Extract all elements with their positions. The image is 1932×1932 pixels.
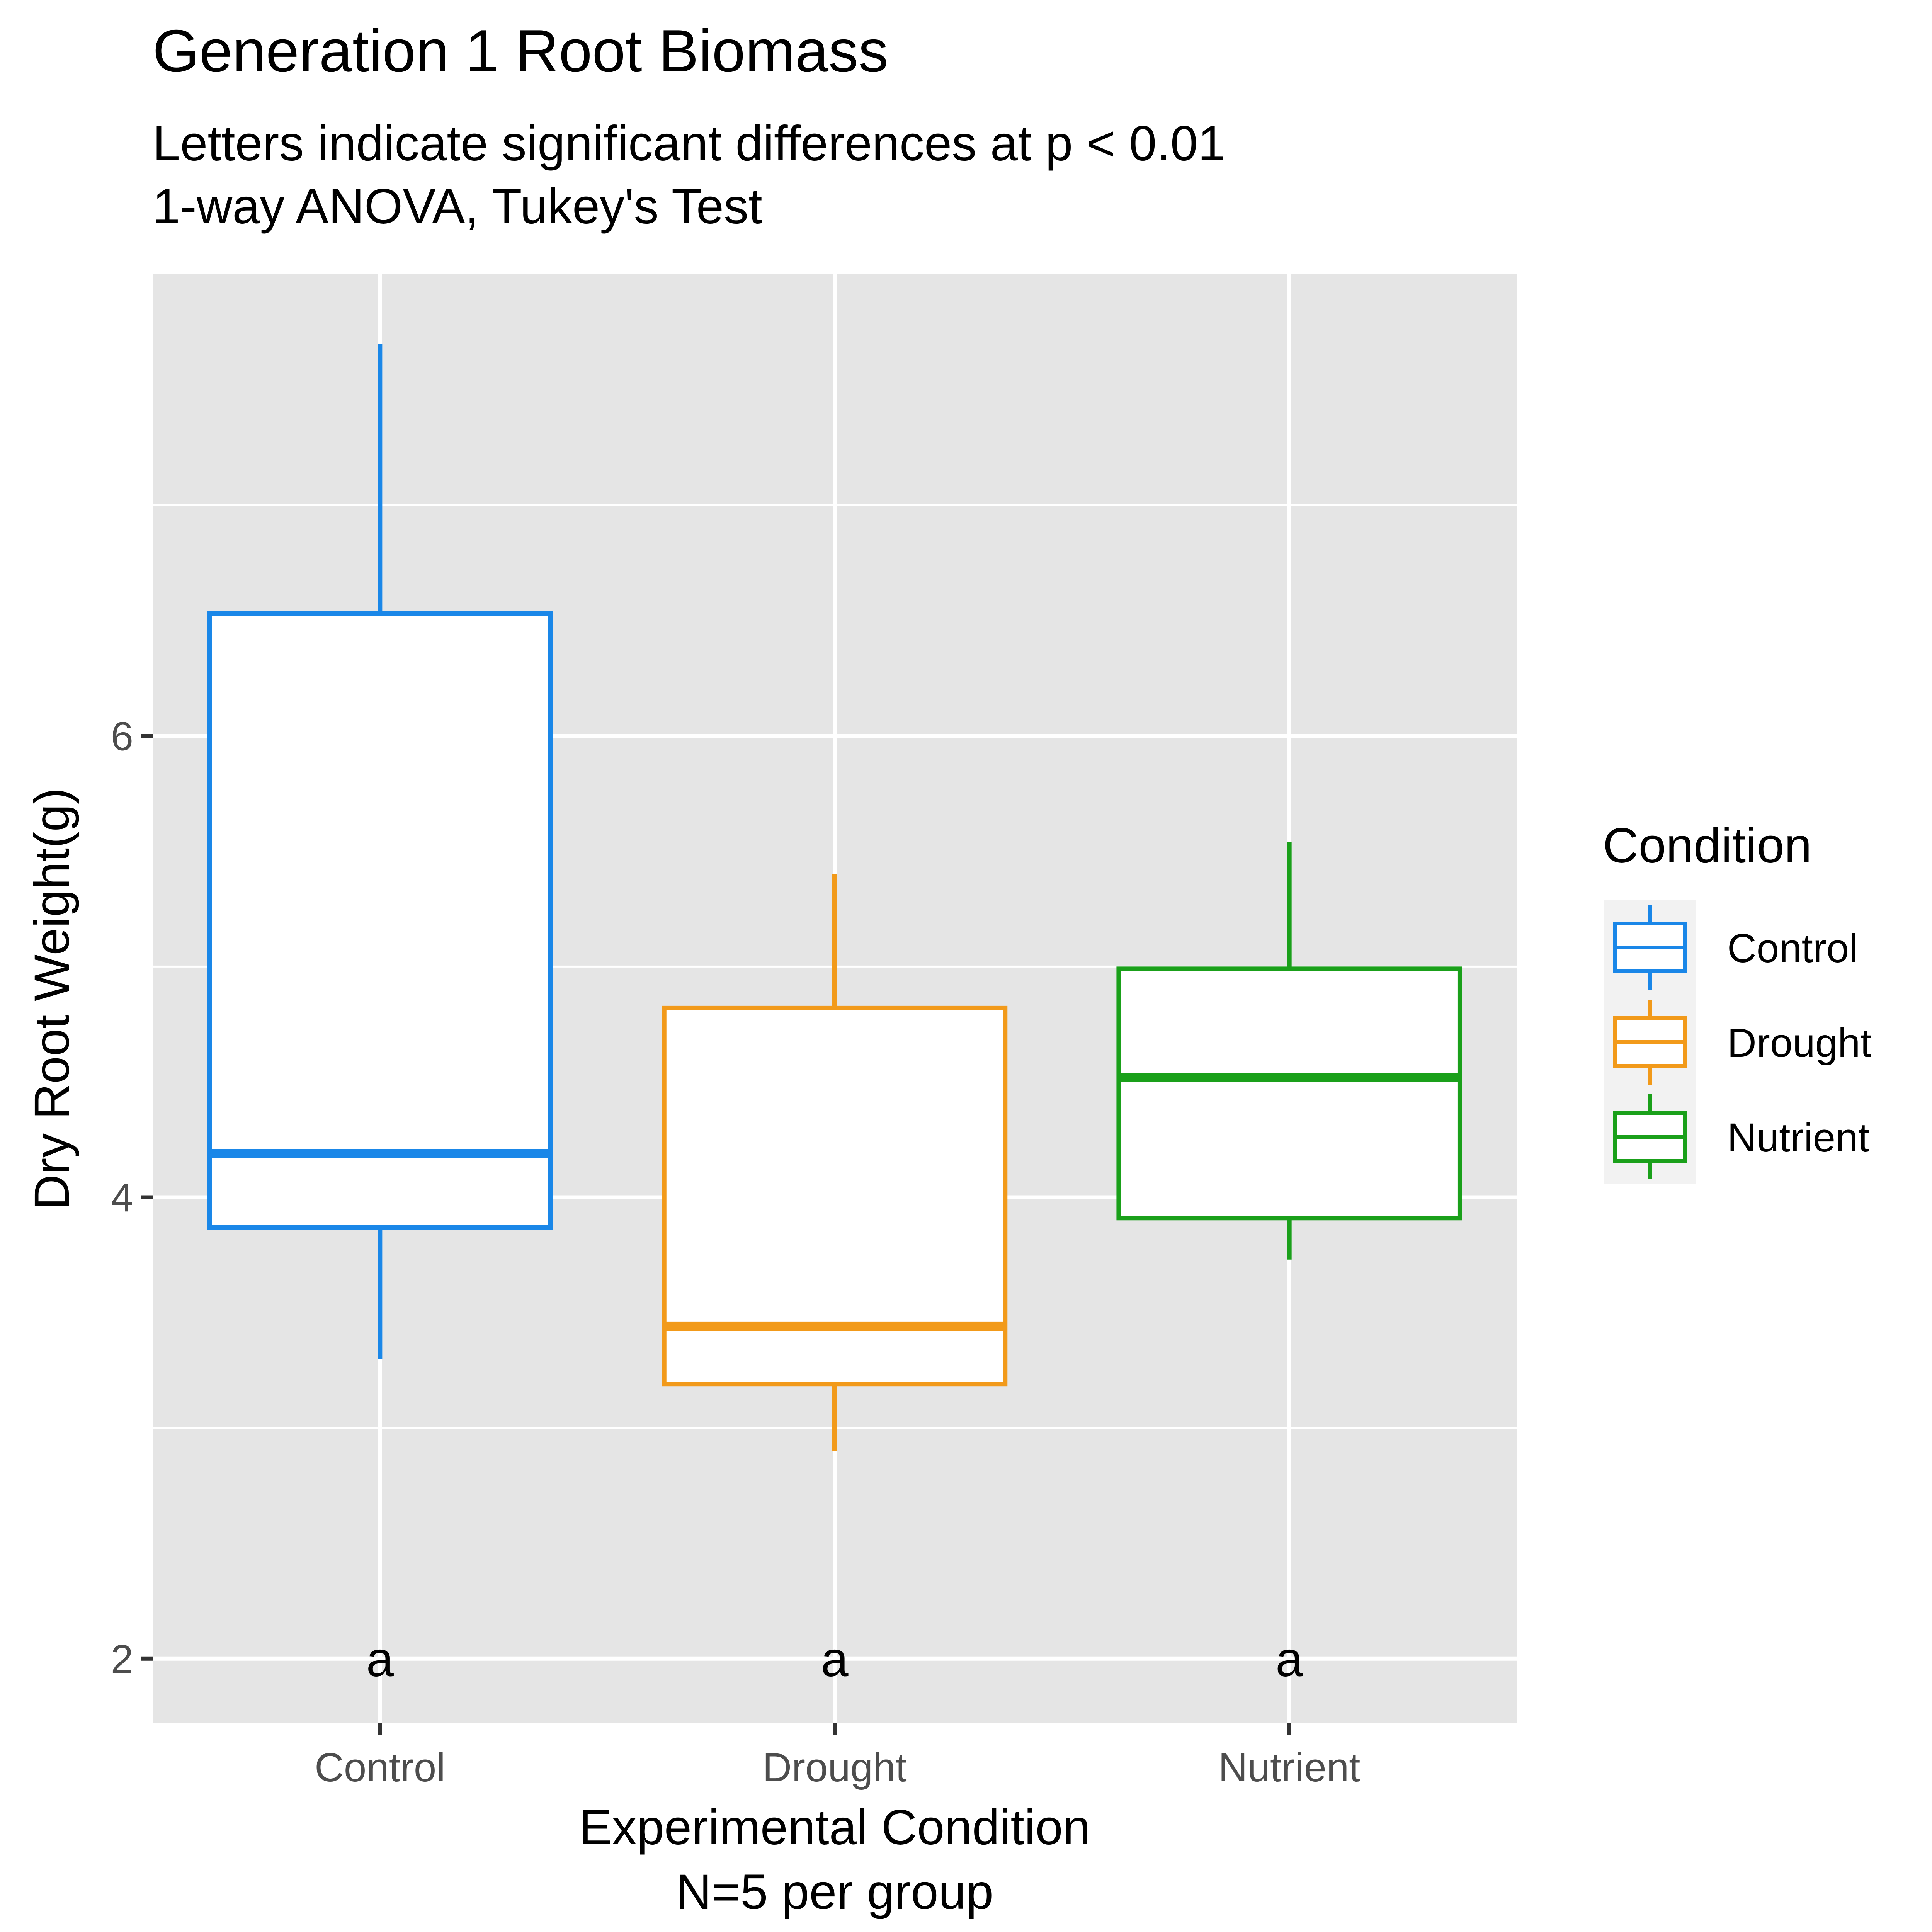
x-axis-title-line-1: Experimental Condition xyxy=(579,1800,1090,1855)
box xyxy=(1116,966,1462,1221)
significance-letter: a xyxy=(821,1632,849,1687)
legend-item-label: Nutrient xyxy=(1727,1115,1869,1160)
y-tick-label: 4 xyxy=(111,1175,133,1221)
box xyxy=(207,611,553,1230)
boxplot-control xyxy=(207,344,553,1359)
chart-title: Generation 1 Root Biomass xyxy=(153,17,888,84)
x-tick-label: Drought xyxy=(762,1745,907,1790)
y-tick-label: 6 xyxy=(111,714,133,759)
x-tick-label: Nutrient xyxy=(1218,1745,1361,1790)
legend-title: Condition xyxy=(1603,818,1812,873)
legend-item-label: Drought xyxy=(1727,1020,1872,1066)
boxplots xyxy=(207,344,1462,1451)
y-axis-title: Dry Root Weight(g) xyxy=(24,787,80,1210)
significance-letter: a xyxy=(1276,1632,1303,1687)
x-tick-label: Control xyxy=(315,1745,445,1790)
boxplot-drought xyxy=(662,874,1008,1451)
box xyxy=(662,1005,1008,1387)
y-axis: 2 4 6 xyxy=(111,714,153,1682)
boxplot-nutrient xyxy=(1116,842,1462,1260)
legend: Condition Control Drought Nutrient xyxy=(1603,818,1872,1184)
legend-item-drought: Drought xyxy=(1613,1000,1872,1085)
x-axis: Control Drought Nutrient xyxy=(315,1723,1360,1790)
y-tick-label: 2 xyxy=(111,1637,133,1682)
chart-subtitle-line-1: Letters indicate significant differences… xyxy=(153,116,1225,171)
significance-letter: a xyxy=(366,1632,394,1687)
legend-item-nutrient: Nutrient xyxy=(1613,1094,1869,1179)
chart-subtitle-line-2: 1-way ANOVA, Tukey's Test xyxy=(153,179,762,234)
x-axis-title-line-2: N=5 per group xyxy=(676,1864,993,1920)
legend-item-label: Control xyxy=(1727,926,1858,971)
legend-item-control: Control xyxy=(1613,905,1858,990)
